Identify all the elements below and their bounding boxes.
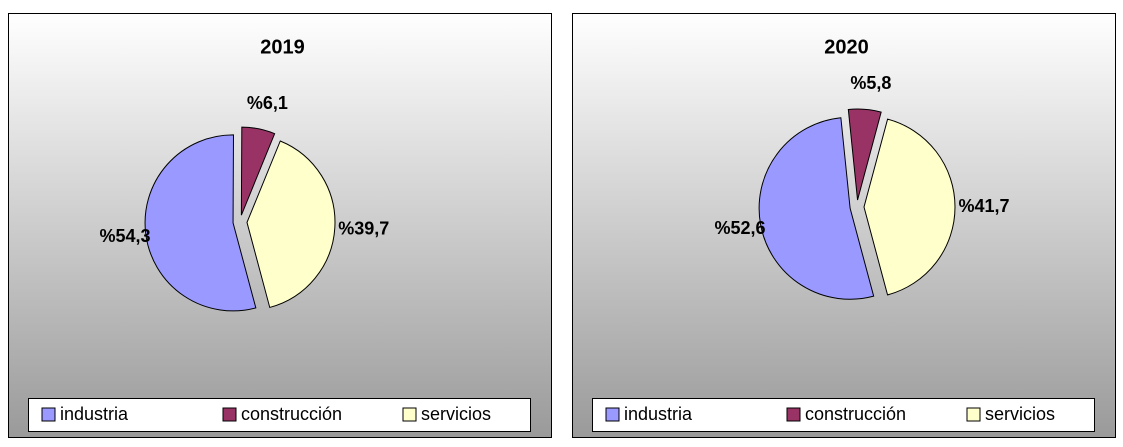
chart-title: 2020 (824, 36, 869, 58)
legend-swatch (222, 407, 237, 422)
legend-label: construcción (805, 404, 906, 424)
legend-label: servicios (985, 404, 1055, 424)
legend-label: industria (624, 404, 693, 424)
data-label: %5,8 (850, 73, 891, 93)
pie-slice (758, 117, 875, 300)
data-label: %41,7 (958, 196, 1009, 216)
data-label: %54,3 (99, 226, 150, 246)
legend-box (28, 398, 531, 432)
legend-swatch (605, 407, 620, 422)
legend-label: servicios (421, 404, 491, 424)
chart-panel: 2019 %54,3 %6,1 %39,7 industria construcción s… (8, 13, 552, 438)
legend-swatch (41, 407, 56, 422)
legend-swatch (786, 407, 801, 422)
data-label: %52,6 (715, 218, 766, 238)
legend-label: construcción (241, 404, 342, 424)
pie-slice (847, 108, 882, 201)
legend-swatch (966, 407, 981, 422)
data-label: %39,7 (338, 218, 389, 238)
chart-panel: 2020 %52,6 %5,8 %41,7 industria construcción s… (572, 13, 1116, 438)
legend-box (592, 398, 1095, 432)
pie-slice (863, 118, 956, 296)
data-label: %6,1 (247, 93, 288, 113)
legend-swatch (402, 407, 417, 422)
chart-title: 2019 (260, 36, 305, 58)
legend-label: industria (60, 404, 129, 424)
pie-slice (246, 140, 336, 309)
pie-slice (240, 126, 276, 216)
pie-slice (144, 134, 257, 312)
